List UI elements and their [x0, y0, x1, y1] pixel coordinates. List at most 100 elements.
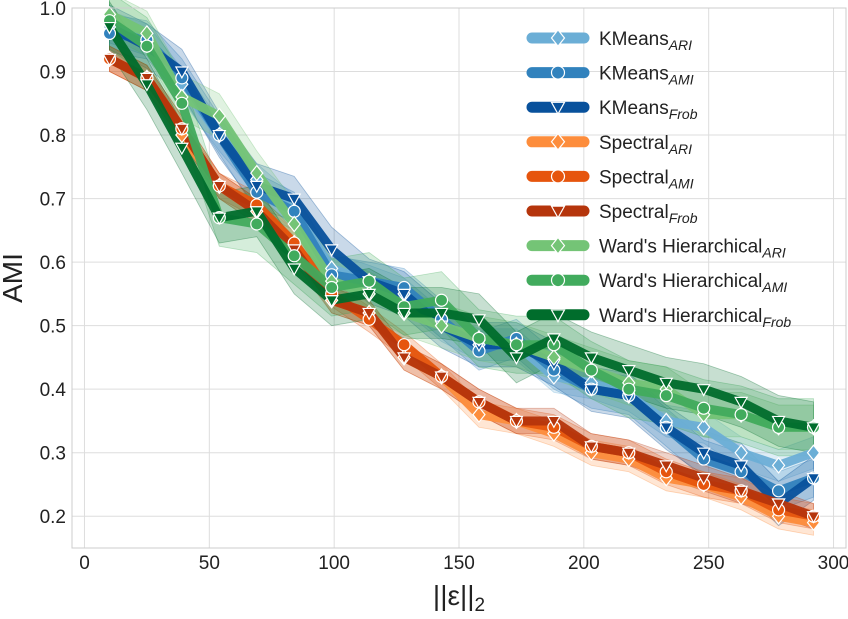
- legend-label-main: Ward's Hierarchical: [599, 306, 762, 327]
- legend-item: Ward's HierarchicalARI: [526, 236, 786, 261]
- data-point: [139, 72, 154, 86]
- y-tick-label: 0.3: [40, 444, 66, 465]
- data-point: [806, 444, 821, 462]
- data-point: [509, 415, 524, 429]
- legend-label-sub: Frob: [669, 210, 698, 226]
- y-tick-label: 1.0: [40, 0, 66, 20]
- data-point: [362, 307, 377, 321]
- data-point: [806, 511, 821, 524]
- data-point: [397, 352, 412, 365]
- legend-item: Ward's HierarchicalAMI: [526, 271, 787, 295]
- y-tick-label: 0.4: [40, 380, 67, 401]
- x-tick-label: 250: [693, 553, 725, 574]
- data-point: [434, 371, 449, 385]
- data-point: [771, 498, 786, 512]
- legend-item: SpectralARI: [526, 132, 692, 157]
- data-point: [509, 338, 524, 352]
- legend-marker: [550, 65, 566, 80]
- data-point: [771, 484, 786, 498]
- x-tick-labels: 0 50 100 150 200 250 300: [79, 553, 848, 574]
- data-point: [434, 293, 449, 307]
- data-point: [174, 66, 189, 80]
- data-point: [434, 317, 449, 335]
- y-tick-labels: 0.2 0.3 0.4 0.5 0.6 0.7 0.8 0.9 1.0: [40, 0, 67, 528]
- data-point: [806, 422, 821, 435]
- data-point: [659, 422, 674, 435]
- legend-label-main: Spectral: [599, 133, 669, 154]
- data-point: [546, 333, 561, 346]
- legend-label-sub: Frob: [762, 314, 791, 330]
- x-axis-title: ||ε||2: [433, 580, 485, 614]
- data-point: [434, 307, 449, 321]
- legend-label: KMeansFrob: [599, 98, 698, 122]
- data-point: [659, 377, 674, 391]
- legend-marker: [550, 132, 566, 151]
- x-tick-label: 200: [568, 553, 600, 574]
- legend-label-sub: ARI: [668, 141, 692, 157]
- data-point: [174, 123, 189, 137]
- data-point: [584, 363, 598, 377]
- legend-label: SpectralARI: [599, 133, 692, 157]
- legend-label-main: KMeans: [599, 29, 669, 50]
- legend-label: SpectralFrob: [599, 202, 698, 226]
- data-point: [622, 382, 636, 396]
- legend-label: KMeansAMI: [599, 64, 694, 88]
- data-point: [584, 441, 599, 454]
- data-point: [287, 204, 301, 218]
- data-point: [696, 447, 711, 461]
- data-point: [212, 107, 227, 125]
- data-point: [509, 352, 524, 365]
- data-point: [362, 274, 376, 288]
- y-axis-title: AMI: [0, 253, 28, 303]
- data-point: [250, 217, 264, 231]
- data-point: [734, 485, 749, 499]
- data-point: [287, 193, 302, 207]
- legend-label-sub: AMI: [761, 279, 787, 295]
- x-tick-label: 150: [443, 553, 475, 574]
- y-tick-label: 0.9: [40, 63, 66, 84]
- data-point: [287, 249, 301, 263]
- data-point: [102, 21, 117, 35]
- data-point: [212, 212, 227, 226]
- data-point: [324, 295, 339, 308]
- data-point: [584, 384, 599, 397]
- data-point: [734, 407, 748, 422]
- legend-marker: [550, 236, 566, 255]
- data-point: [547, 348, 561, 366]
- data-point: [175, 96, 189, 110]
- legend-marker: [550, 205, 566, 220]
- data-point: [734, 444, 748, 462]
- legend-item: SpectralAMI: [526, 167, 694, 191]
- legend-label: Ward's HierarchicalAMI: [599, 271, 787, 295]
- data-point: [174, 142, 189, 156]
- x-tick-label: 0: [79, 553, 90, 574]
- data-point: [621, 447, 636, 461]
- legend-label-sub: Frob: [669, 106, 698, 122]
- data-point: [287, 215, 301, 233]
- y-tick-label: 0.8: [40, 126, 66, 147]
- data-point: [806, 473, 821, 486]
- data-point: [287, 263, 302, 277]
- data-point: [397, 307, 412, 321]
- data-point: [362, 288, 377, 302]
- legend-label: Ward's HierarchicalFrob: [599, 306, 791, 330]
- data-point: [471, 314, 486, 327]
- legend-item: KMeansAMI: [526, 64, 694, 88]
- legend-label: SpectralAMI: [599, 167, 694, 191]
- legend-label-sub: AMI: [668, 175, 694, 191]
- x-tick-label: 100: [318, 553, 350, 574]
- data-point: [472, 406, 486, 424]
- data-point: [102, 53, 117, 67]
- legend-item: Ward's HierarchicalFrob: [526, 306, 791, 330]
- data-point: [771, 456, 786, 474]
- data-point: [659, 388, 673, 403]
- data-point: [584, 352, 599, 365]
- legend-label: KMeansARI: [599, 29, 692, 53]
- legend-label-sub: AMI: [668, 72, 694, 88]
- legend-marker: [550, 309, 566, 323]
- data-point: [696, 418, 711, 436]
- y-tick-label: 0.2: [40, 507, 66, 528]
- legend-marker: [550, 169, 566, 184]
- y-tick-label: 0.5: [40, 317, 66, 338]
